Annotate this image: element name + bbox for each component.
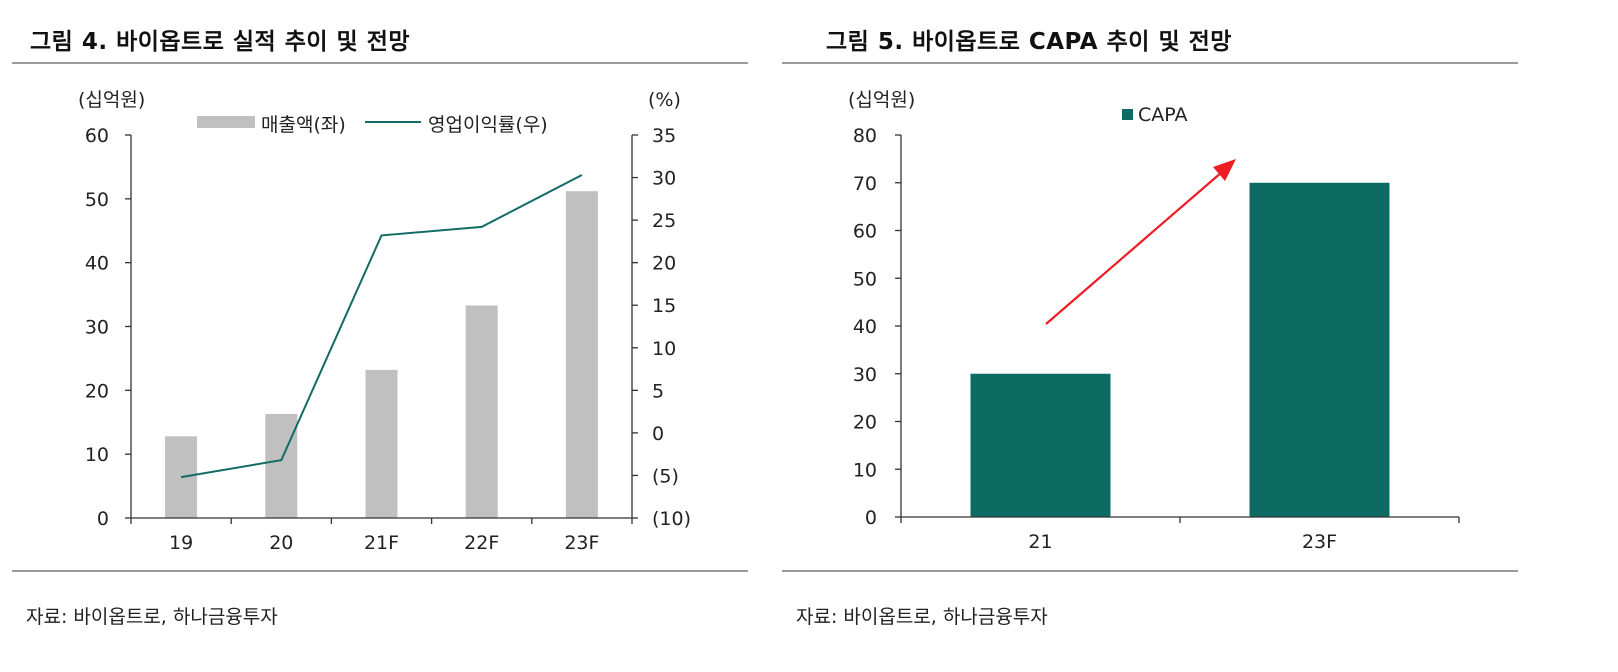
right-tick-label: 35	[652, 125, 676, 147]
title-rule	[12, 62, 748, 64]
y-tick-label: 20	[853, 412, 877, 434]
y-tick-label: 60	[853, 221, 877, 243]
y-axis-unit: (십억원)	[848, 89, 915, 111]
right-tick-label: 0	[652, 423, 664, 445]
source-rule	[782, 570, 1518, 572]
source-note: 자료: 바이옵트로, 하나금융투자	[26, 606, 278, 628]
trend-arrow-shaft	[1045, 171, 1223, 325]
y-tick-label: 50	[853, 268, 877, 290]
right-tick-label: 20	[652, 253, 676, 275]
source-rule	[12, 570, 748, 572]
figure-4-panel: 그림 4. 바이옵트로 실적 추이 및 전망 0 10 20 30 40 50 60 (10)…	[0, 0, 790, 672]
left-tick-label: 10	[85, 444, 109, 466]
capa-bar	[970, 373, 1111, 517]
left-axis-unit: (십억원)	[78, 89, 145, 111]
y-tick-label: 80	[853, 125, 877, 147]
revenue-bar	[465, 305, 498, 518]
revenue-bar	[565, 191, 598, 518]
figure-5-panel: 그림 5. 바이옵트로 CAPA 추이 및 전망 0 10 20 30 40 50 60 70…	[782, 0, 1618, 672]
right-tick-label: 5	[652, 380, 664, 402]
y-tick-label: 10	[853, 459, 877, 481]
x-tick-label: 22F	[464, 532, 499, 554]
figure-5-title: 그림 5. 바이옵트로 CAPA 추이 및 전망	[826, 29, 1232, 55]
right-tick-label: (5)	[652, 465, 679, 487]
right-tick-label: 25	[652, 210, 676, 232]
left-tick-label: 0	[97, 508, 109, 530]
left-tick-label: 20	[85, 380, 109, 402]
x-tick-label: 23F	[1302, 531, 1337, 553]
source-note: 자료: 바이옵트로, 하나금융투자	[796, 606, 1048, 628]
legend-swatch-revenue	[197, 116, 255, 128]
left-tick-label: 40	[85, 253, 109, 275]
left-tick-label: 60	[85, 125, 109, 147]
right-tick-label: 30	[652, 168, 676, 190]
revenue-bar	[265, 413, 298, 518]
y-tick-label: 40	[853, 316, 877, 338]
left-tick-label: 50	[85, 189, 109, 211]
chart-capa: 0 10 20 30 40 50 60 70 80 (십억원) 21 23F CAPA	[848, 89, 1460, 553]
trend-arrow-head	[1213, 159, 1236, 181]
x-tick-label: 19	[169, 532, 193, 554]
right-tick-label: 15	[652, 295, 676, 317]
chart-revenue-margin: 0 10 20 30 40 50 60 (10) (5) 0 5 10 15 20 25 30 35 (십억원) (…	[78, 89, 691, 554]
legend-label-margin: 영업이익률(우)	[428, 114, 548, 136]
legend-label-capa: CAPA	[1138, 104, 1188, 126]
left-tick-label: 30	[85, 317, 109, 339]
figure-4-title: 그림 4. 바이옵트로 실적 추이 및 전망	[30, 29, 411, 55]
capa-bar	[1249, 182, 1390, 517]
legend-label-revenue: 매출액(좌)	[261, 114, 346, 136]
x-tick-label: 21	[1028, 531, 1052, 553]
y-tick-label: 30	[853, 364, 877, 386]
right-tick-label: 10	[652, 338, 676, 360]
title-rule	[782, 62, 1518, 64]
legend-swatch-capa	[1122, 109, 1133, 120]
revenue-bar	[365, 369, 398, 518]
x-tick-label: 23F	[564, 532, 599, 554]
margin-line	[180, 174, 583, 479]
y-tick-label: 0	[865, 507, 877, 529]
right-axis-unit: (%)	[648, 89, 681, 111]
x-tick-label: 21F	[364, 532, 399, 554]
right-tick-label: (10)	[652, 508, 691, 530]
y-tick-label: 70	[853, 173, 877, 195]
x-tick-label: 20	[269, 532, 293, 554]
